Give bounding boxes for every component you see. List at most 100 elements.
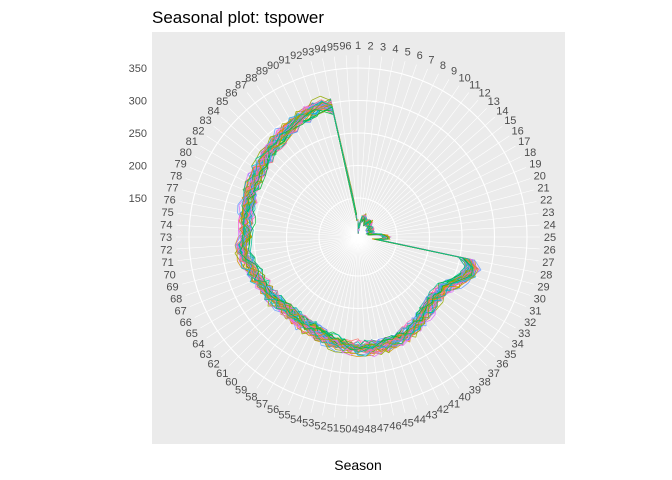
season-tick-label: 48 (364, 424, 376, 436)
grid-spoke (200, 145, 359, 238)
season-tick-label: 86 (225, 88, 237, 100)
season-tick-label: 61 (216, 368, 228, 380)
grid-spoke (333, 236, 359, 418)
grid-spoke (357, 236, 534, 285)
y-tick-label: 200 (129, 161, 147, 173)
grid-spoke (357, 236, 539, 262)
season-tick-label: 77 (166, 182, 178, 194)
grid-spoke (179, 201, 359, 238)
grid-spoke (277, 236, 359, 401)
y-tick-label: 350 (129, 63, 147, 75)
season-tick-label: 13 (488, 96, 500, 108)
season-tick-label: 14 (496, 105, 508, 117)
season-tick-label: 44 (414, 414, 426, 426)
season-tick-label: 56 (267, 404, 279, 416)
season-tick-label: 70 (164, 269, 176, 281)
grid-spoke (177, 212, 359, 238)
season-tick-label: 10 (459, 72, 471, 84)
grid-spoke (246, 92, 359, 238)
grid-spoke (357, 236, 439, 401)
grid-spoke (357, 236, 394, 416)
series-lines (234, 95, 482, 358)
grid-spoke (189, 236, 359, 307)
y-tick-label: 150 (129, 193, 147, 205)
grid-spoke (229, 108, 359, 238)
season-tick-label: 74 (160, 219, 172, 231)
season-tick-label: 4 (392, 44, 398, 56)
grid-spoke (357, 55, 371, 238)
grid-spoke (299, 236, 359, 410)
grid-spoke (357, 167, 527, 238)
season-tick-label: 11 (469, 80, 480, 92)
grid-spoke (357, 99, 479, 238)
season-tick-label: 26 (543, 245, 555, 257)
grid-spoke (266, 79, 359, 238)
grid-spoke (256, 236, 359, 389)
season-tick-label: 9 (451, 66, 457, 78)
season-tick-label: 35 (504, 349, 516, 361)
season-tick-label: 22 (540, 195, 552, 207)
grid-spoke (357, 236, 470, 382)
grid-spoke (176, 224, 359, 238)
season-tick-label: 7 (428, 55, 434, 67)
grid-spoke (357, 236, 460, 389)
grid-spoke (194, 156, 359, 238)
season-tick-label: 57 (256, 398, 268, 410)
season-tick-label: 55 (278, 409, 290, 421)
season-tick-label: 18 (524, 147, 536, 159)
season-tick-label: 23 (542, 207, 554, 219)
season-tick-label: 32 (524, 317, 536, 329)
season-tick-label: 83 (200, 115, 212, 127)
grid-spoke (357, 56, 383, 238)
season-tick-label: 62 (208, 359, 220, 371)
season-tick-label: 46 (389, 420, 401, 432)
grid-spoke (322, 58, 359, 238)
season-tick-label: 95 (327, 42, 339, 54)
grid-spoke (185, 236, 359, 296)
grid-spoke (357, 236, 406, 413)
season-tick-label: 92 (290, 50, 302, 62)
grid-spoke (357, 145, 516, 238)
season-tick-label: 38 (478, 376, 490, 388)
season-tick-label: 33 (518, 328, 530, 340)
season-tick-label: 1 (355, 40, 361, 52)
grid-spoke (179, 236, 359, 273)
grid-spoke (237, 236, 359, 375)
grid-spoke (357, 125, 503, 238)
grid-spoke (299, 64, 359, 238)
grid-spoke (182, 189, 359, 238)
season-tick-label: 73 (160, 232, 172, 244)
season-tick-label: 59 (235, 384, 247, 396)
season-tick-label: 12 (478, 88, 490, 100)
grid-spoke (194, 236, 359, 318)
season-tick-label: 90 (267, 60, 279, 72)
grid-spoke (310, 236, 359, 413)
grid-spoke (357, 236, 510, 339)
grid-spoke (322, 236, 359, 416)
grid-spoke (189, 167, 359, 238)
season-tick-label: 93 (302, 47, 314, 59)
grid-spoke (182, 236, 359, 285)
season-tick-label: 81 (186, 136, 198, 148)
grid-spoke (357, 236, 417, 410)
season-tick-label: 82 (192, 125, 204, 137)
y-tick-label: 300 (129, 96, 147, 108)
season-tick-label: 96 (339, 40, 351, 52)
grid-spoke (256, 85, 359, 238)
grid-spoke (357, 116, 496, 238)
grid-spoke (266, 236, 359, 395)
y-tick-label: 250 (129, 128, 147, 140)
grid-spoke (357, 236, 383, 418)
season-tick-label: 79 (174, 159, 186, 171)
grid-spoke (220, 236, 359, 358)
grid-spoke (206, 236, 359, 339)
season-tick-label: 28 (540, 269, 552, 281)
season-tick-label: 94 (314, 44, 326, 56)
grid-spoke (357, 135, 510, 238)
grid-spoke (357, 85, 460, 238)
season-tick-label: 17 (518, 136, 530, 148)
grid-spoke (246, 236, 359, 382)
grid-spoke (357, 236, 371, 419)
season-tick-label: 41 (448, 398, 460, 410)
season-tick-label: 45 (402, 417, 414, 429)
